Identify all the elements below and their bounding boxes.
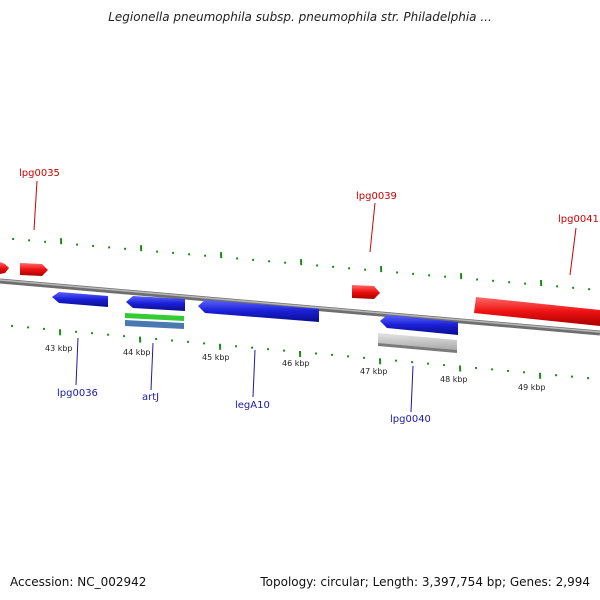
scale-label-46kbp: 46 kbp [282, 359, 310, 368]
genome-title: Legionella pneumophila subsp. pneumophil… [108, 10, 492, 24]
gene-arrow-offscreen-left[interactable] [0, 262, 9, 274]
upper-tick-track [12, 237, 591, 291]
genome-backbone [0, 278, 600, 336]
reverse-gene-track [52, 292, 458, 353]
scale-label-44kbp: 44 kbp [123, 348, 151, 357]
scale-label-47kbp: 47 kbp [360, 367, 388, 376]
forward-callout-lines [33, 180, 577, 276]
accession-info: Accession: NC_002942 [10, 575, 147, 589]
lpg0040-gray-feature-edge [378, 343, 457, 353]
lower-tick-track [11, 324, 590, 380]
gene-arrow-lpg0035-adjacent[interactable] [20, 263, 48, 276]
gene-arrow-lpg0039[interactable] [352, 285, 380, 299]
scale-labels: 43 kbp 44 kbp 45 kbp 46 kbp 47 kbp 48 kb… [45, 344, 546, 392]
scale-label-43kbp: 43 kbp [45, 344, 73, 353]
scale-label-45kbp: 45 kbp [202, 353, 230, 362]
callout-line-lpg0036 [75, 337, 79, 386]
scale-label-48kbp: 48 kbp [440, 375, 468, 384]
gene-labels: lpg0035 lpg0039 lpg0041 lpg0036 artJ leg… [19, 168, 599, 425]
gene-label-legA10[interactable]: legA10 [235, 400, 270, 411]
lpg0040-gray-feature[interactable] [378, 333, 457, 350]
reverse-callout-lines [75, 337, 414, 413]
callout-line-lpg0035 [33, 180, 38, 231]
gene-arrow-artJ[interactable] [126, 296, 185, 311]
gene-label-lpg0041[interactable]: lpg0041 [558, 214, 599, 225]
callout-line-lpg0039 [369, 202, 376, 253]
forward-gene-track [0, 262, 600, 326]
artJ-green-feature[interactable] [125, 313, 184, 321]
gene-label-lpg0035[interactable]: lpg0035 [19, 168, 60, 179]
scale-label-49kbp: 49 kbp [518, 383, 546, 392]
gene-label-lpg0039[interactable]: lpg0039 [356, 191, 397, 202]
gene-label-lpg0036[interactable]: lpg0036 [57, 388, 98, 399]
gene-arrow-lpg0041[interactable] [474, 297, 600, 326]
topology-info: Topology: circular; Length: 3,397,754 bp… [260, 575, 590, 589]
gene-arrow-lpg0040[interactable] [380, 315, 458, 335]
artJ-steel-feature[interactable] [125, 320, 184, 329]
callout-line-artJ [150, 342, 154, 391]
callout-line-legA10 [252, 349, 256, 398]
genome-backbone-highlight [0, 279, 600, 333]
callout-line-lpg0041 [569, 227, 577, 276]
gene-label-lpg0040[interactable]: lpg0040 [390, 414, 431, 425]
gene-arrow-legA10[interactable] [198, 300, 319, 322]
gene-arrow-lpg0036[interactable] [52, 292, 108, 307]
callout-line-lpg0040 [410, 365, 414, 413]
gene-label-artJ[interactable]: artJ [142, 392, 159, 403]
